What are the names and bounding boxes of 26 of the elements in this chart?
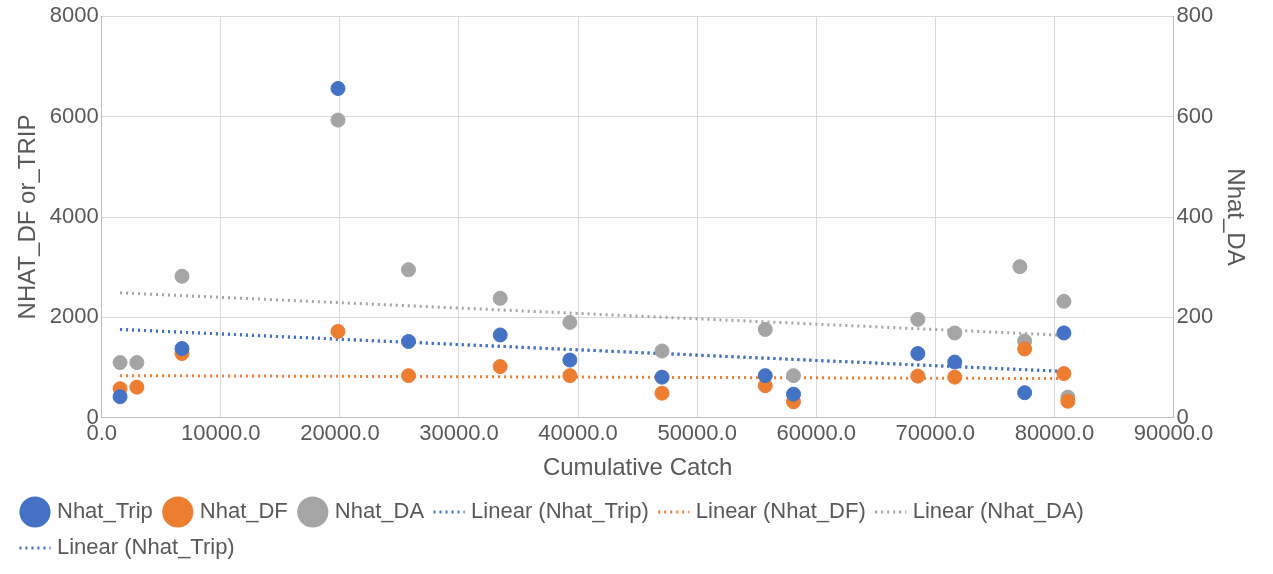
y-tick-label: 2000	[49, 303, 99, 329]
y2-tick-label: 200	[1176, 303, 1214, 329]
legend-label: Nhat_DA	[334, 498, 425, 524]
y-axis-title: NHAT_DF or_TRIP	[13, 114, 41, 320]
x-tick-label: 60000.0	[776, 420, 857, 446]
x-tick-label: 20000.0	[300, 420, 380, 446]
x-tick-label: 10000.0	[181, 420, 261, 446]
legend-label: Linear (Nhat_DA)	[912, 498, 1084, 524]
x-tick-label: 40000.0	[538, 420, 618, 446]
legend-label: Nhat_DF	[199, 498, 288, 524]
y-tick-label: 6000	[49, 102, 99, 128]
x-tick-label: 80000.0	[1014, 420, 1095, 446]
legend-label: Nhat_Trip	[57, 498, 153, 524]
x-axis-title: Cumulative Catch	[542, 453, 733, 481]
y-tick-label: 4000	[49, 203, 99, 229]
y-tick-label: 8000	[49, 2, 99, 28]
legend-label: Linear (Nhat_Trip)	[57, 534, 235, 560]
y2-tick-label: 800	[1176, 2, 1214, 28]
x-tick-label: 30000.0	[419, 420, 499, 446]
y2-tick-label: 600	[1176, 102, 1214, 128]
legend-label: Linear (Nhat_Trip)	[471, 498, 649, 524]
legend-label: Linear (Nhat_DF)	[695, 498, 866, 524]
y2-tick-label: 400	[1176, 203, 1214, 229]
x-tick-label: 50000.0	[657, 420, 737, 446]
y2-axis-title: Nhat_DA	[1222, 168, 1250, 266]
x-tick-label: 70000.0	[895, 420, 976, 446]
